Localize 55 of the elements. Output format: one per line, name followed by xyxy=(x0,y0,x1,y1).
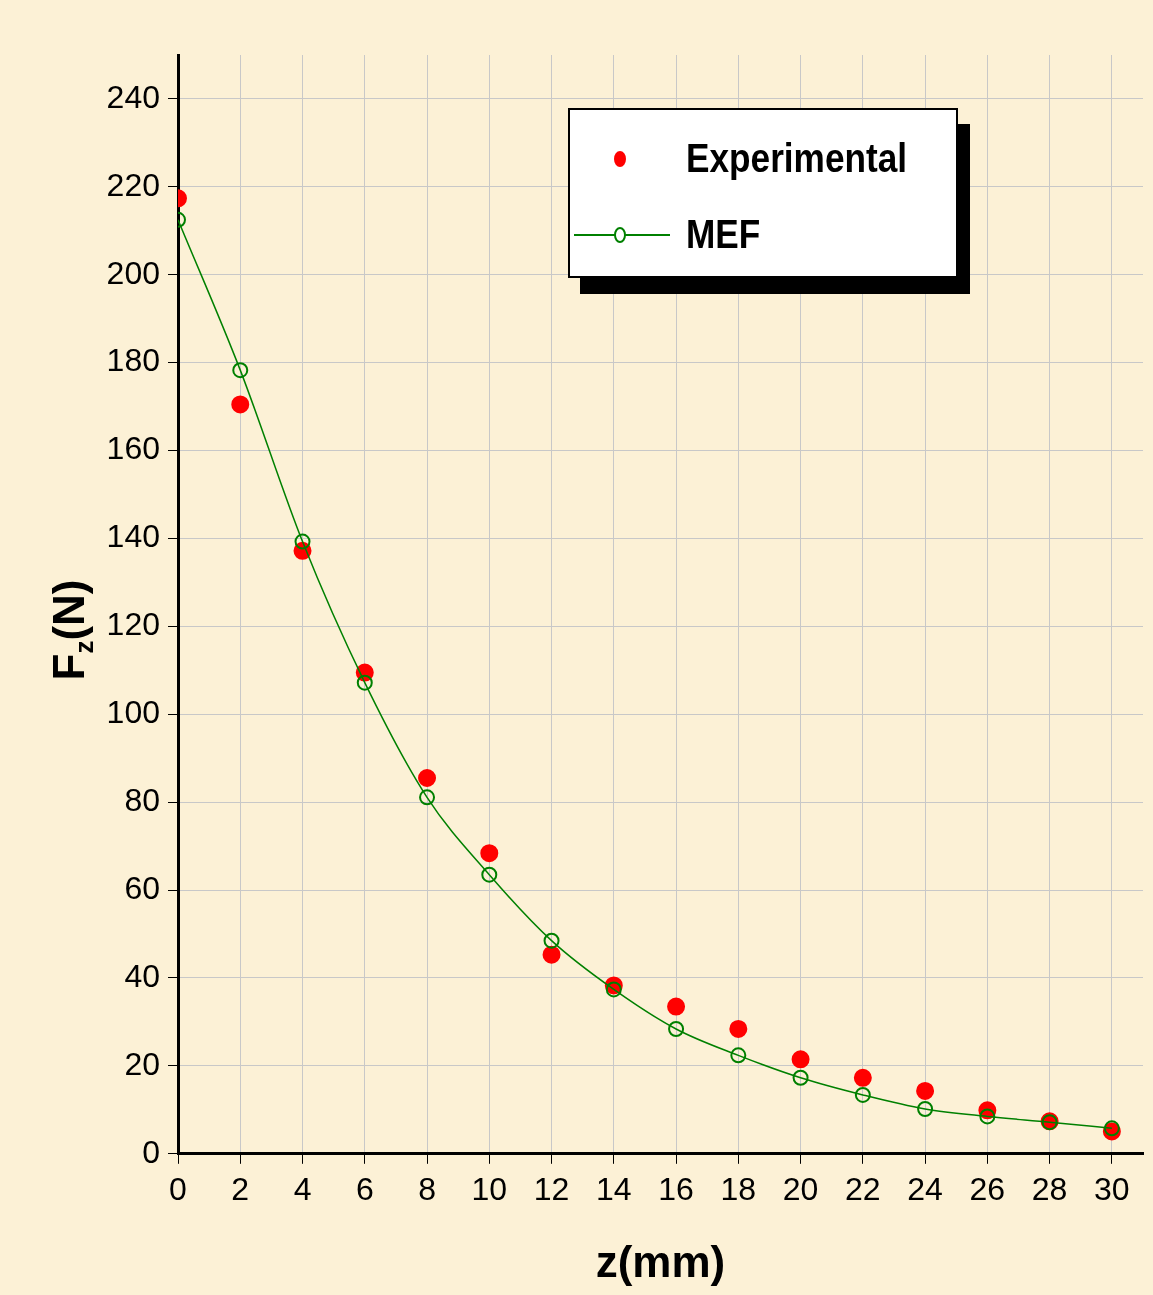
point xyxy=(418,769,437,788)
y-tick-label: 20 xyxy=(124,1045,160,1082)
y-tick-label: 220 xyxy=(106,166,160,203)
point xyxy=(232,362,249,379)
x-tick-label: 4 xyxy=(293,1170,312,1207)
x-tick-label: 10 xyxy=(471,1170,508,1207)
legend-label: Experimental xyxy=(686,136,908,181)
point xyxy=(356,674,373,691)
point xyxy=(853,1068,872,1087)
point xyxy=(542,945,561,964)
point xyxy=(917,1100,934,1117)
point xyxy=(854,1086,871,1103)
x-tick-label: 20 xyxy=(782,1170,819,1207)
point xyxy=(792,1069,809,1086)
x-tick-label: 30 xyxy=(1094,1170,1130,1207)
point xyxy=(729,1019,748,1038)
y-tick-label: 0 xyxy=(142,1133,160,1170)
x-tick-label: 12 xyxy=(533,1170,570,1207)
point xyxy=(480,844,499,863)
y-tick-label: 80 xyxy=(124,782,160,819)
point xyxy=(668,1020,685,1037)
y-tick-label: 100 xyxy=(106,694,160,731)
x-tick-label: 14 xyxy=(596,1170,632,1207)
y-tick-label: 240 xyxy=(106,78,160,115)
point xyxy=(231,395,250,414)
x-tick-label: 24 xyxy=(907,1170,943,1207)
point xyxy=(730,1047,747,1064)
point xyxy=(605,981,622,998)
y-tick-label: 120 xyxy=(106,606,160,643)
point xyxy=(916,1081,935,1100)
x-tick-label: 6 xyxy=(355,1170,374,1207)
point xyxy=(667,997,686,1016)
y-tick-label: 140 xyxy=(106,518,160,555)
point xyxy=(419,789,436,806)
y-tick-label: 60 xyxy=(124,869,160,906)
point xyxy=(294,533,311,550)
x-tick-label: 0 xyxy=(169,1170,187,1207)
x-tick-label: 18 xyxy=(720,1170,757,1207)
legend-label: MEF xyxy=(686,212,761,257)
y-tick-label: 40 xyxy=(124,957,160,994)
x-tick-label: 28 xyxy=(1031,1170,1068,1207)
point xyxy=(791,1050,810,1069)
point xyxy=(481,866,498,883)
x-axis-title: z(mm) xyxy=(595,1236,726,1286)
x-tick-label: 8 xyxy=(418,1170,436,1207)
x-tick-label: 26 xyxy=(969,1170,1006,1207)
point xyxy=(1103,1120,1120,1137)
x-tick-label: 22 xyxy=(845,1170,881,1207)
x-tick-label: 16 xyxy=(658,1170,694,1207)
point xyxy=(543,932,560,949)
y-tick-label: 160 xyxy=(106,430,160,467)
point xyxy=(979,1108,996,1125)
x-tick-label: 2 xyxy=(231,1170,250,1207)
y-tick-label: 180 xyxy=(106,342,160,379)
y-tick-label: 200 xyxy=(106,254,160,291)
